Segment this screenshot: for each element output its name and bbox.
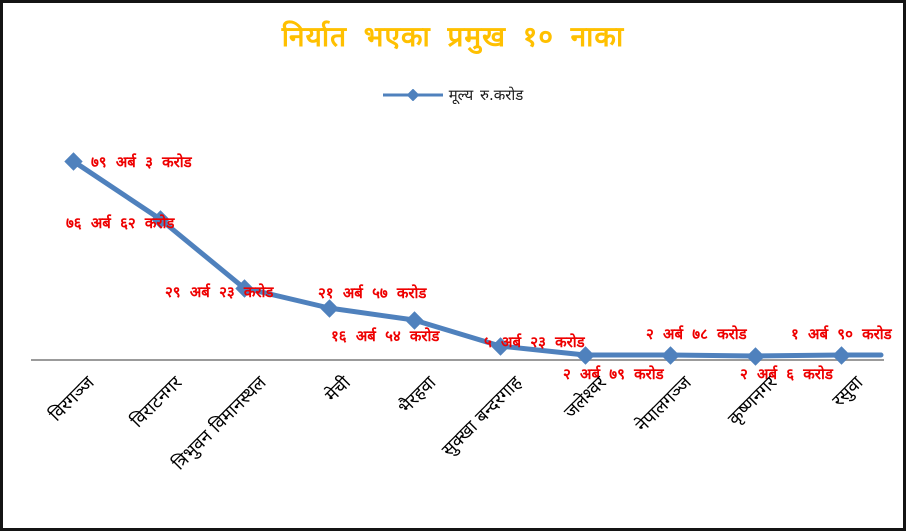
data-label: १ अर्ब ९० करोड: [791, 325, 892, 343]
data-label: २ अर्ब ७९ करोड: [563, 365, 664, 383]
data-label: २ अर्ब ७८ करोड: [646, 325, 747, 343]
legend: मूल्य रु.करोड: [3, 85, 903, 105]
legend-line-marker-icon: [382, 89, 443, 101]
data-label: ५ अर्ब २३ करोड: [484, 333, 585, 351]
data-label: ७६ अर्ब ६२ करोड: [66, 214, 175, 232]
data-label: ७९ अर्ब ३ करोड: [91, 153, 192, 171]
data-label: १६ अर्ब ५४ करोड: [331, 327, 440, 345]
data-label: २१ अर्ब ५७ करोड: [318, 284, 427, 302]
x-axis-line: [31, 359, 884, 361]
data-label: २ अर्ब ६ करोड: [740, 365, 833, 383]
chart-title: निर्यात भएका प्रमुख १० नाका: [281, 20, 625, 53]
data-label: २९ अर्ब २३ करोड: [165, 283, 274, 301]
legend-label: मूल्य रु.करोड: [448, 86, 524, 104]
